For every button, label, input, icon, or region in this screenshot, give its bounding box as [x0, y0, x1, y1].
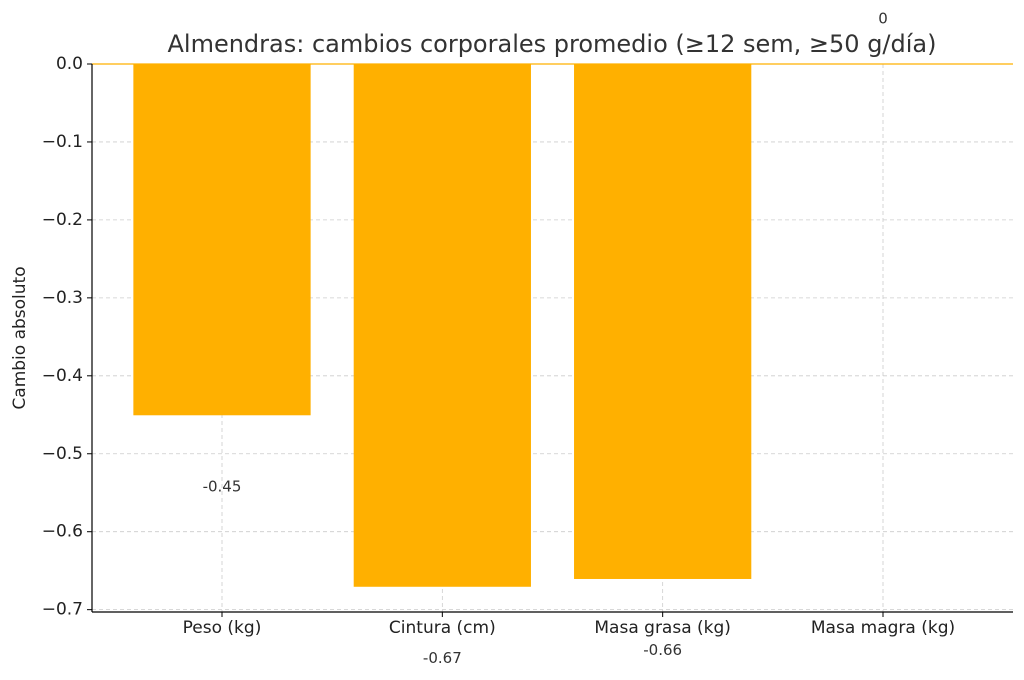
y-axis-label: Cambio absoluto [10, 266, 30, 409]
bar [133, 63, 311, 416]
bar [353, 63, 531, 587]
y-tick-label: −0.6 [42, 522, 83, 542]
y-tick-label: 0.0 [56, 54, 83, 74]
value-label: 0 [878, 10, 888, 28]
x-tick-label: Peso (kg) [183, 618, 262, 638]
y-tick-label: −0.1 [42, 132, 83, 152]
y-tick-label: −0.3 [42, 288, 83, 308]
chart-title: Almendras: cambios corporales promedio (… [167, 30, 936, 58]
y-tick-label: −0.5 [42, 444, 83, 464]
y-tick-label: −0.2 [42, 210, 83, 230]
y-tick-label: −0.7 [42, 600, 83, 620]
x-tick-label: Masa grasa (kg) [594, 618, 731, 638]
bar [574, 63, 752, 579]
x-tick-label: Masa magra (kg) [811, 618, 955, 638]
value-label: -0.45 [203, 477, 242, 495]
x-tick-label: Cintura (cm) [389, 618, 496, 638]
value-label: -0.66 [643, 641, 682, 659]
y-tick-label: −0.4 [42, 366, 83, 386]
value-label: -0.67 [423, 649, 462, 667]
